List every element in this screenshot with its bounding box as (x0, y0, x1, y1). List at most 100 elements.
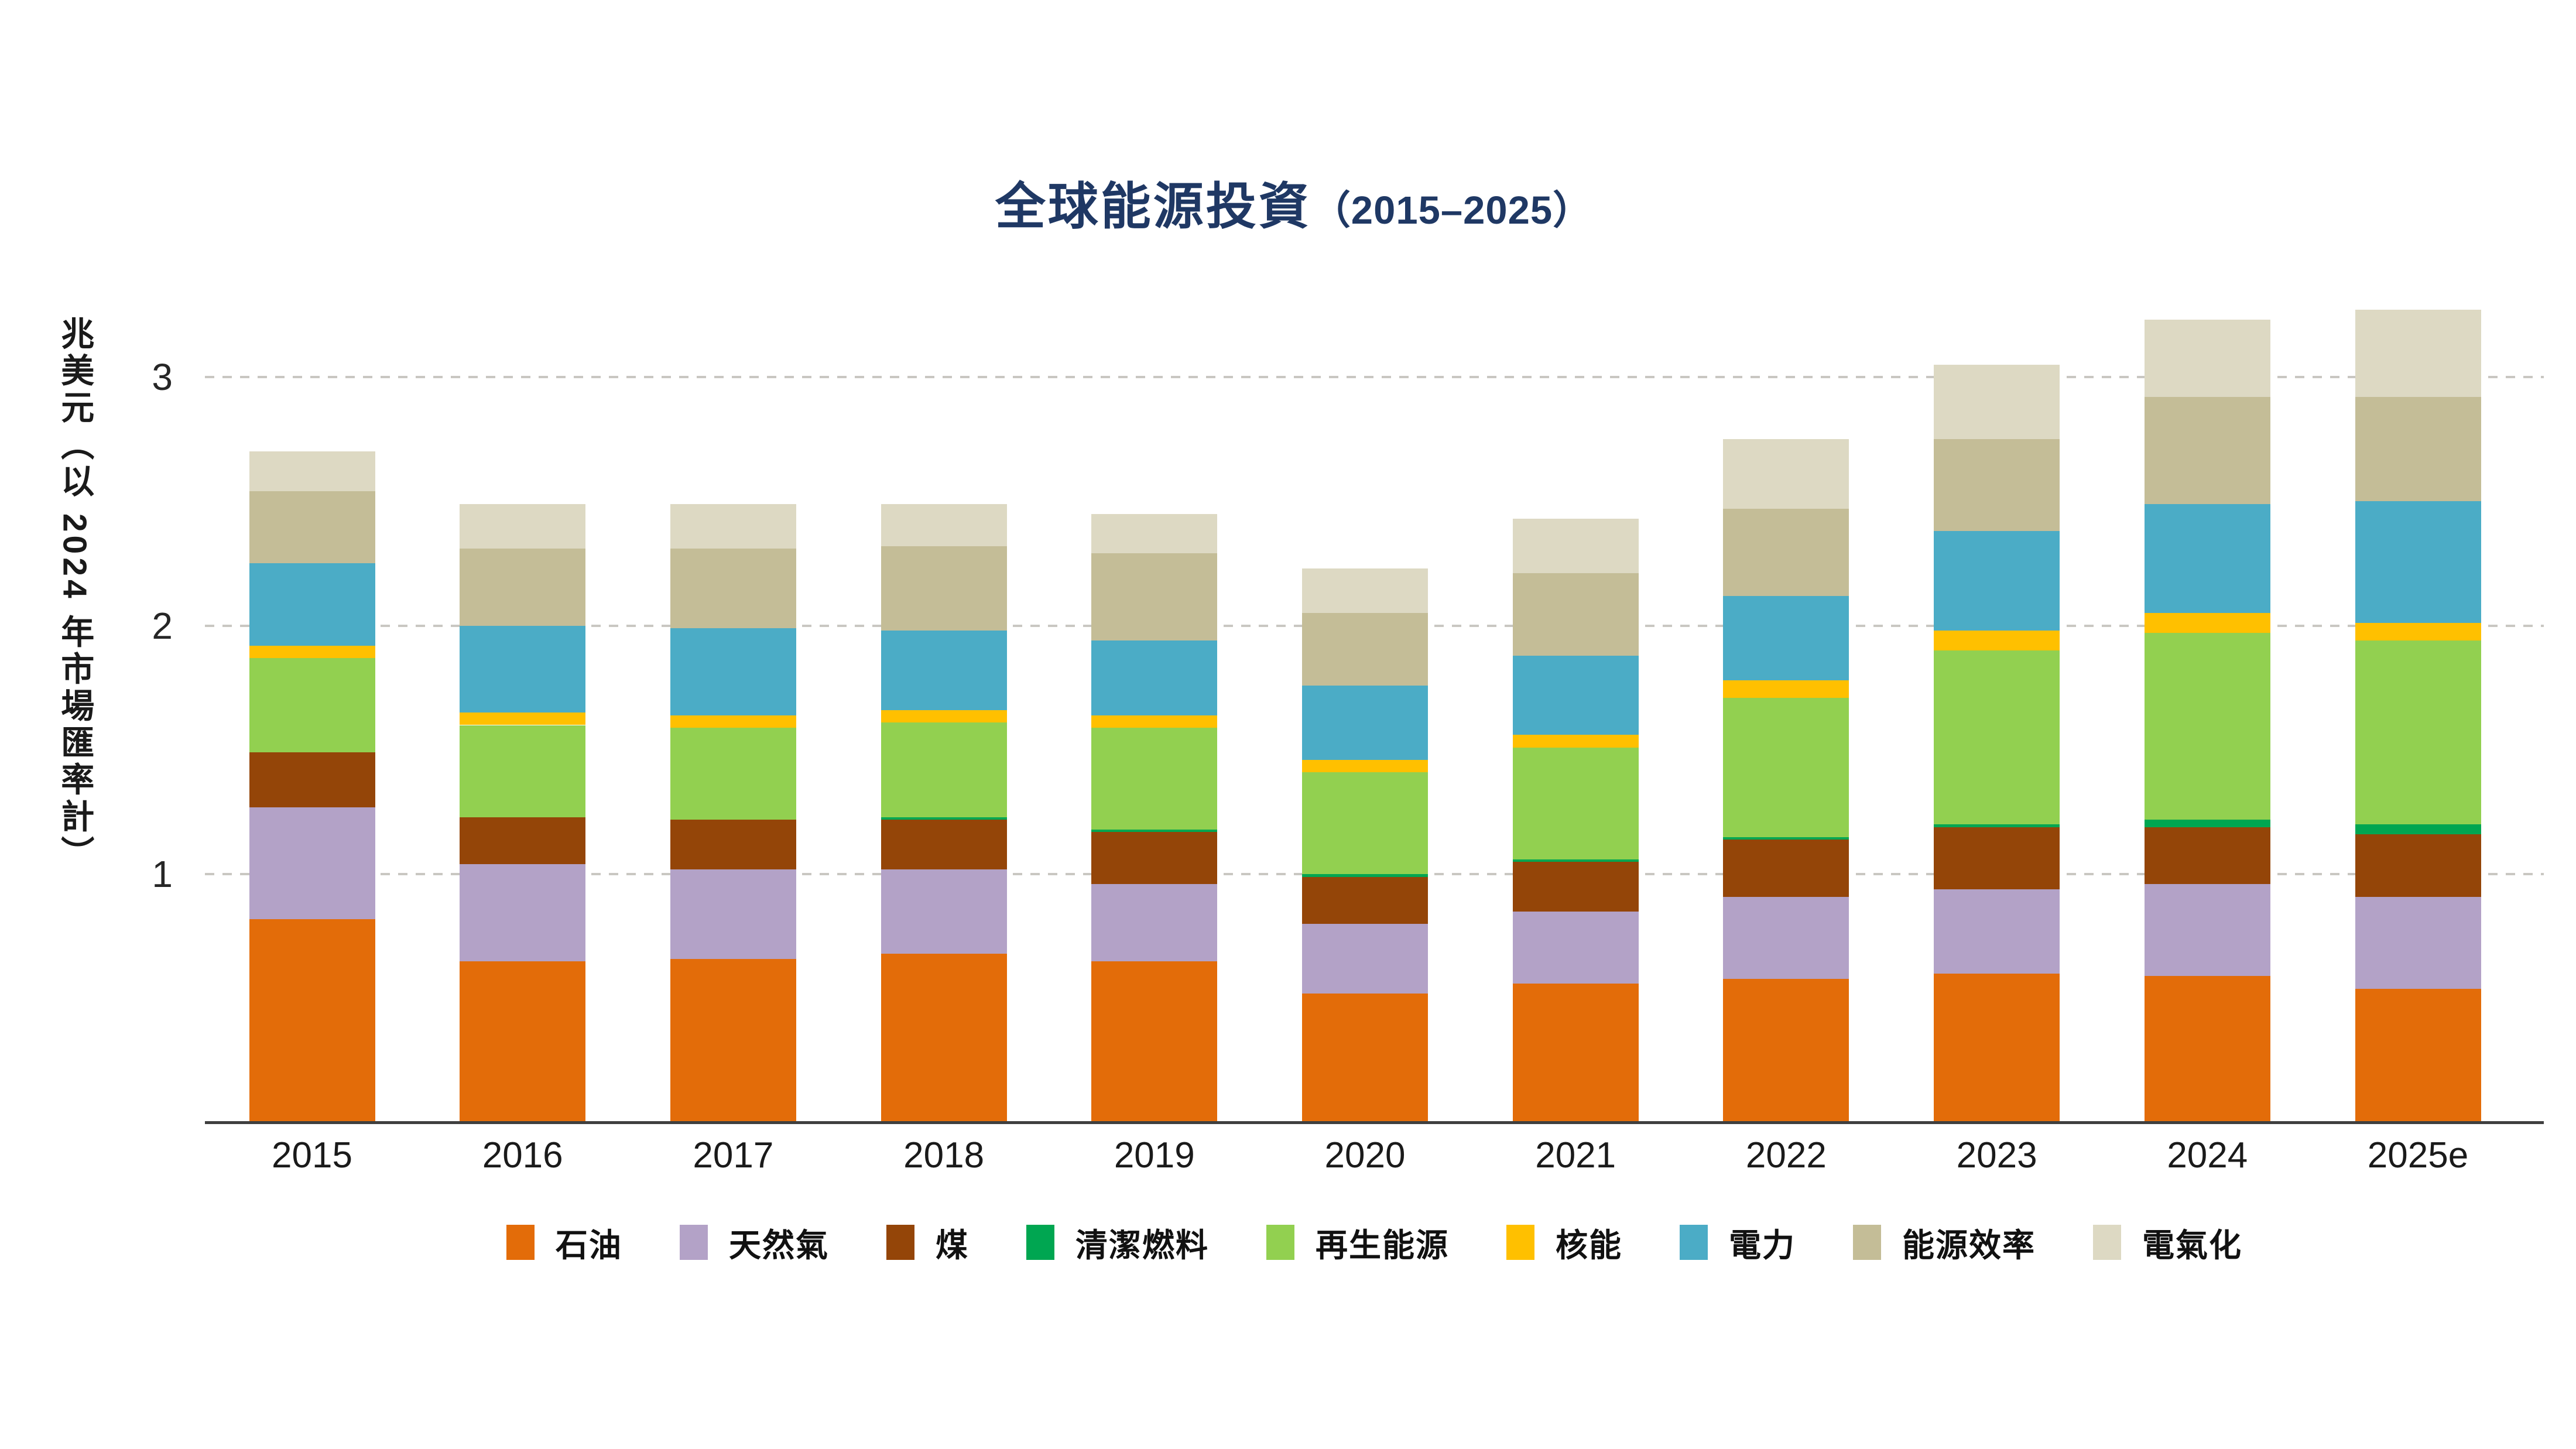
x-axis-line (205, 1121, 2544, 1124)
bar-segment (2144, 503, 2270, 614)
bar-segment (881, 546, 1007, 631)
x-axis-label-2019: 2019 (1114, 1135, 1195, 1176)
bar-segment (670, 727, 796, 820)
bar-segment (1512, 519, 1639, 574)
legend-swatch (1680, 1225, 1708, 1260)
legend-label: 清潔燃料 (1075, 1227, 1209, 1263)
bar-segment (670, 958, 796, 1123)
bar-segment (1302, 568, 1428, 614)
bar-segment (1934, 889, 2060, 974)
legend-label: 能源效率 (1902, 1227, 2036, 1263)
bar-segment (2144, 633, 2270, 820)
bar-segment (670, 869, 796, 959)
legend-swatch (1853, 1225, 1882, 1260)
bar-segment (1934, 439, 2060, 532)
bar-segment (670, 503, 796, 549)
bar-segment (1512, 573, 1639, 656)
legend-item: 再生能源 (1266, 1219, 1449, 1266)
legend-swatch (1506, 1225, 1534, 1260)
bar-2024 (2144, 293, 2270, 1123)
bar-segment (881, 954, 1007, 1123)
bar-2023 (1934, 293, 2060, 1123)
bar-2016 (460, 293, 586, 1123)
legend-label: 電力 (1729, 1227, 1796, 1263)
bar-segment (1723, 837, 1849, 840)
bar-segment (1512, 859, 1639, 862)
legend-label: 電氣化 (2142, 1227, 2243, 1263)
y-tick-label-1: 1 (152, 853, 173, 896)
legend-item: 煤 (886, 1219, 969, 1266)
bar-segment (2355, 501, 2481, 624)
bar-segment (1091, 961, 1218, 1123)
chart-title-main: 全球能源投資 (995, 179, 1311, 235)
bar-segment (1934, 824, 2060, 827)
bar-segment (249, 563, 375, 646)
bar-segment (2144, 320, 2270, 397)
bar-segment (2144, 819, 2270, 827)
bar-segment (1723, 509, 1849, 596)
legend-label: 天然氣 (728, 1227, 829, 1263)
bar-segment (1934, 974, 2060, 1123)
x-axis-label-2022: 2022 (1745, 1135, 1827, 1176)
bar-segment (1512, 912, 1639, 984)
bar-segment (1934, 650, 2060, 825)
bar-segment (1091, 513, 1218, 554)
bar-segment (1934, 531, 2060, 631)
bar-segment (249, 807, 375, 919)
bar-segment (2355, 896, 2481, 989)
bar-segment (1302, 685, 1428, 760)
bar-2020 (1302, 293, 1428, 1123)
x-axis-label-2016: 2016 (482, 1135, 563, 1176)
bar-segment (1091, 832, 1218, 885)
bar-2022 (1723, 293, 1849, 1123)
legend-item: 石油 (506, 1219, 622, 1266)
legend-label: 煤 (935, 1227, 969, 1263)
bar-segment (1723, 595, 1849, 681)
bar-segment (249, 491, 375, 564)
chart-title-years: （2015–2025） (1311, 189, 1593, 232)
bar-segment (1512, 655, 1639, 735)
bar-segment (1934, 364, 2060, 440)
x-axis-label-2018: 2018 (903, 1135, 985, 1176)
bar-segment (249, 752, 375, 807)
x-axis-label-2015: 2015 (272, 1135, 352, 1176)
bar-segment (460, 712, 586, 725)
bar-segment (1091, 829, 1218, 833)
bar-segment (2144, 396, 2270, 504)
bar-segment (1723, 439, 1849, 509)
bar-segment (1723, 896, 1849, 979)
bar-segment (1091, 727, 1218, 830)
legend-item: 清潔燃料 (1026, 1219, 1209, 1266)
bar-segment (2355, 623, 2481, 641)
bar-segment (2144, 884, 2270, 977)
bar-segment (1302, 876, 1428, 924)
bar-segment (1723, 978, 1849, 1123)
bar-segment (1302, 759, 1428, 773)
bar-segment (2355, 640, 2481, 825)
legend-swatch (506, 1225, 535, 1260)
bar-segment (2144, 613, 2270, 633)
legend-label: 核能 (1556, 1227, 1623, 1263)
x-axis-label-2017: 2017 (693, 1135, 774, 1176)
legend-label: 石油 (555, 1227, 622, 1263)
bar-segment (1723, 839, 1849, 897)
bar-segment (1302, 772, 1428, 875)
y-axis-title: 兆美元（以 2024 年市場匯率計） (56, 316, 94, 873)
chart-title: 全球能源投資（2015–2025） (995, 165, 1592, 238)
bar-segment (460, 503, 586, 549)
x-axis-label-2021: 2021 (1535, 1135, 1616, 1176)
bar-segment (2355, 988, 2481, 1123)
y-tick-label-3: 3 (152, 355, 173, 398)
bar-segment (1512, 984, 1639, 1123)
bar-segment (460, 817, 586, 865)
x-axis-label-2025e: 2025e (2367, 1135, 2469, 1176)
bar-segment (2355, 834, 2481, 897)
bar-segment (1302, 874, 1428, 877)
bar-segment (670, 548, 796, 628)
bar-segment (881, 722, 1007, 817)
legend-item: 能源效率 (1853, 1219, 2036, 1266)
bar-segment (1512, 862, 1639, 912)
bar-segment (1512, 747, 1639, 859)
bar-segment (1512, 735, 1639, 748)
